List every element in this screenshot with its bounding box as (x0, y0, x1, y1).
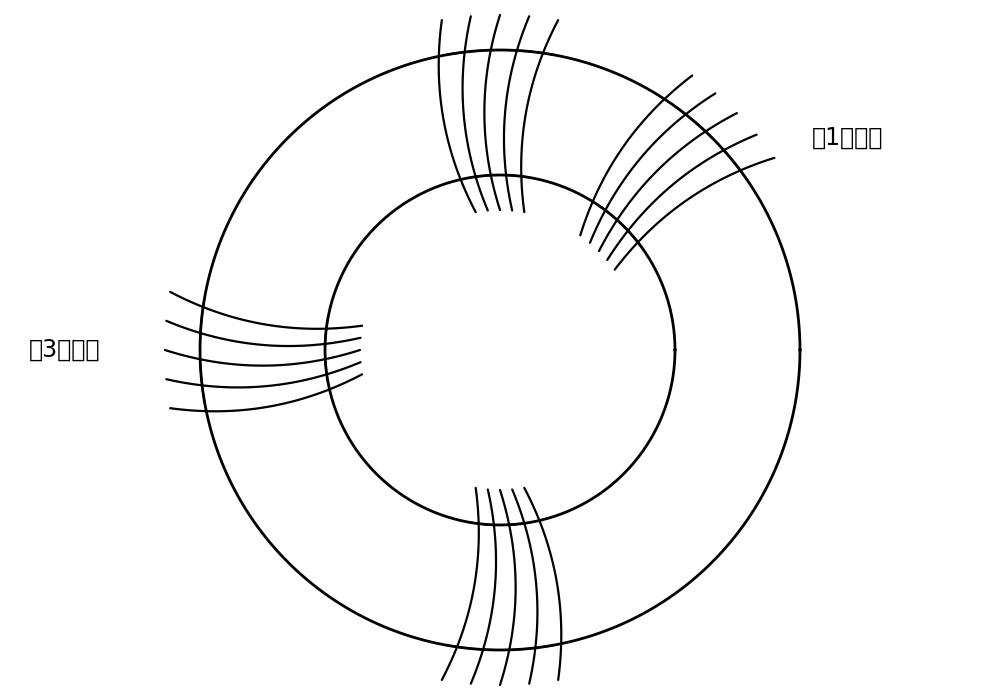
Text: 第3对绕组: 第3对绕组 (28, 338, 100, 362)
Text: 第1对绕组: 第1对绕组 (812, 126, 884, 150)
